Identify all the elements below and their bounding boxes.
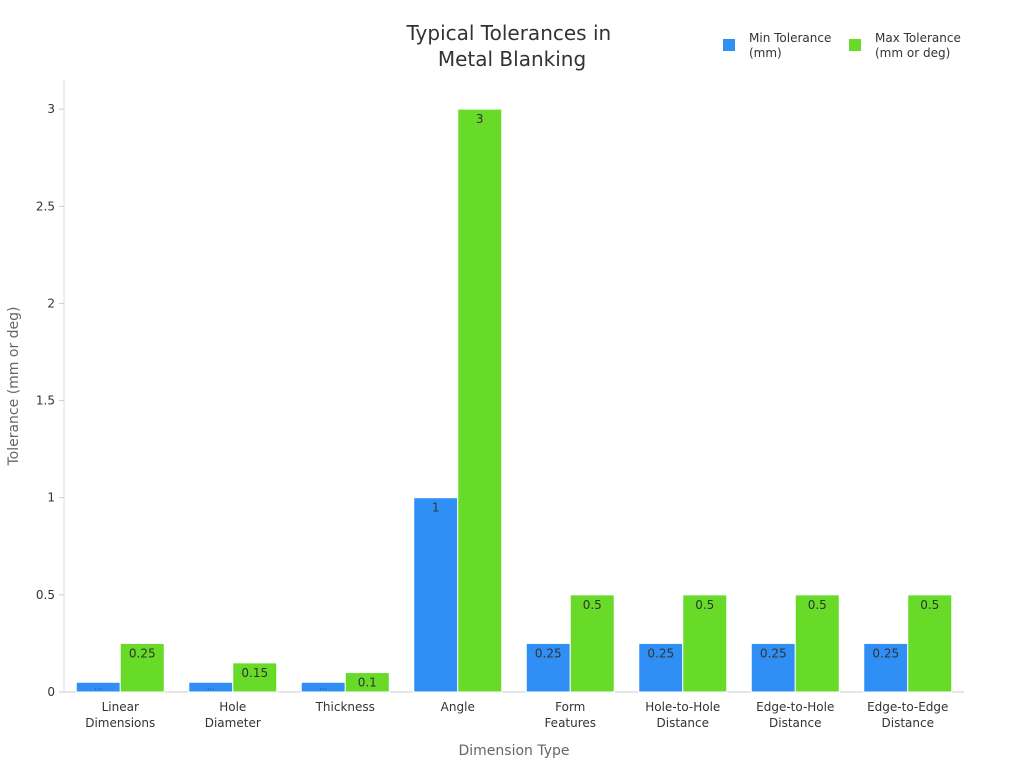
bar-value-label: 0.25: [760, 646, 787, 660]
y-axis-title: Tolerance (mm or deg): [6, 306, 22, 466]
bar-max-tolerance: [569, 594, 615, 693]
bar-max-tolerance: [794, 594, 840, 693]
legend: Min Tolerance (mm) Max Tolerance (mm or …: [723, 31, 965, 60]
bar-max-tolerance: [457, 108, 503, 693]
bar-value-label: 1: [432, 501, 440, 515]
legend-swatch-max: [849, 39, 861, 51]
bar-value-label: 0.5: [695, 598, 714, 612]
x-category-label: Linear Dimensions: [85, 700, 155, 730]
y-tick-label: 0.5: [36, 588, 55, 602]
y-tick-label: 1.5: [36, 394, 55, 408]
legend-label-max-line-1: Max Tolerance: [875, 31, 961, 45]
bar-value-label: …: [319, 682, 327, 691]
bar-value-label: 0.25: [872, 646, 899, 660]
y-axis-ticks: 0 0.5 1 1.5 2 2.5 3: [36, 102, 64, 699]
x-axis-title: Dimension Type: [458, 743, 569, 759]
bar-min-tolerance: [750, 642, 796, 693]
y-tick-label: 2: [47, 296, 55, 310]
bar-max-tolerance: [344, 672, 390, 693]
bar-max-tolerance: [682, 594, 728, 693]
chart-title: Typical Tolerances in Metal Blanking: [405, 21, 617, 71]
bar-value-label: 0.25: [647, 646, 674, 660]
bar-value-label: …: [207, 682, 215, 691]
bar-value-label: 0.25: [535, 646, 562, 660]
legend-label-max: Max Tolerance (mm or deg): [875, 31, 965, 60]
x-category-label: Angle: [441, 700, 475, 714]
y-tick-label: 3: [47, 102, 55, 116]
bars: [75, 108, 953, 693]
bar-value-label: 0.5: [808, 598, 827, 612]
bar-value-label: 0.5: [583, 598, 602, 612]
x-category-label: Edge-to-Hole Distance: [756, 700, 834, 730]
legend-label-min-line-2: (mm): [749, 46, 782, 60]
bar-max-tolerance: [907, 594, 953, 693]
bar-value-label: …: [94, 682, 102, 691]
legend-label-min: Min Tolerance (mm): [749, 31, 835, 60]
bar-max-tolerance: [232, 662, 278, 693]
y-tick-label: 1: [47, 491, 55, 505]
bar-value-label: 0.5: [920, 598, 939, 612]
chart-title-line-1: Typical Tolerances in: [405, 21, 611, 45]
legend-swatch-min: [723, 39, 735, 51]
legend-label-max-line-2: (mm or deg): [875, 46, 950, 60]
x-category-label: Thickness: [315, 700, 375, 714]
bar-min-tolerance: [413, 497, 459, 693]
x-category-label: Form Features: [544, 700, 596, 730]
x-category-label: Edge-to-Edge Distance: [867, 700, 948, 730]
bar-value-label: 0.1: [358, 676, 377, 690]
x-category-label: Hole-to-Hole Distance: [645, 700, 720, 730]
y-tick-label: 0: [47, 685, 55, 699]
bar-value-label: 0.15: [241, 666, 268, 680]
x-category-label: Hole Diameter: [205, 700, 261, 730]
bar-max-tolerance: [119, 642, 165, 693]
y-tick-label: 2.5: [36, 199, 55, 213]
bar-min-tolerance: [638, 642, 684, 693]
bar-min-tolerance: [863, 642, 909, 693]
x-axis-category-labels: Linear Dimensions Hole Diameter Thickness Ang…: [85, 700, 948, 730]
bar-value-label: 0.25: [129, 646, 156, 660]
legend-label-min-line-1: Min Tolerance: [749, 31, 831, 45]
chart-title-line-2: Metal Blanking: [438, 47, 586, 71]
bar-value-label: 3: [476, 112, 484, 126]
bar-labels: … 0.25 … 0.15 … 0.1 1 3 0.25 0.5 0.25 0.5 0.25 0.5 0.2…: [94, 112, 939, 691]
